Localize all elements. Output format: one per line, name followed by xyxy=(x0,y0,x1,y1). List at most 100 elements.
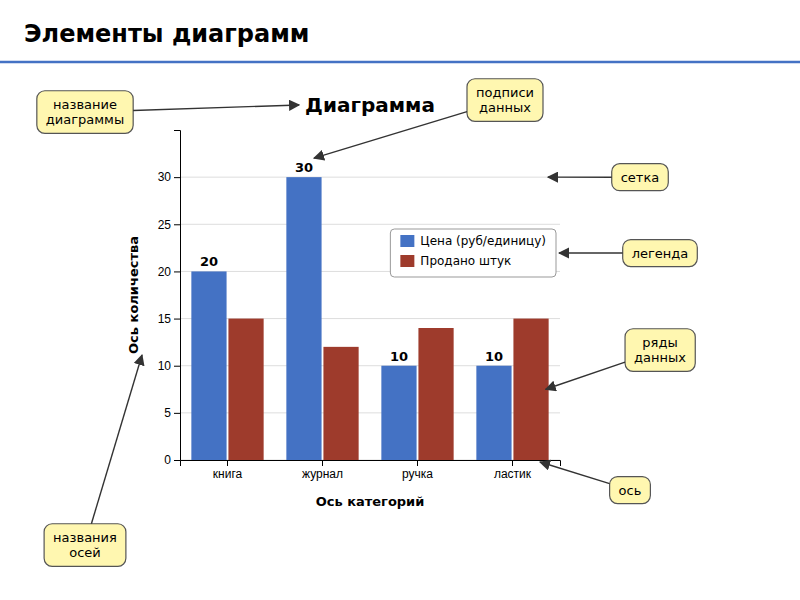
annotation: названиедиаграммы xyxy=(46,97,124,128)
page-title: Элементы диаграмм xyxy=(24,20,309,48)
tick-mark xyxy=(174,460,180,461)
tick-label: 15 xyxy=(158,312,172,326)
bar xyxy=(286,177,321,460)
tick-label: 20 xyxy=(158,265,172,279)
tick: 10 xyxy=(158,359,180,373)
axis-line xyxy=(181,461,561,467)
grid-line xyxy=(180,177,560,178)
bar xyxy=(191,271,226,460)
callout-box xyxy=(44,524,126,567)
annotation-line: ось xyxy=(619,483,642,498)
bar xyxy=(228,319,263,460)
x-axis-title: Ось категорий xyxy=(316,494,425,509)
tick: ручка xyxy=(402,460,433,481)
annotation: ось xyxy=(619,483,642,498)
y-axis: 0 5 10 15 20 25 30 xyxy=(158,131,181,468)
annotation: рядыданных xyxy=(634,335,686,366)
tick: 0 xyxy=(164,453,180,467)
legend-item: Цена (руб/единицу) xyxy=(400,234,546,248)
callout-box xyxy=(625,329,695,372)
legend-label: Продано штук xyxy=(420,254,511,268)
tick: 30 xyxy=(158,170,180,184)
annotation-line: ряды xyxy=(642,335,677,350)
title-rule xyxy=(0,61,800,64)
tick: 20 xyxy=(158,265,180,279)
callout: рядыданных xyxy=(625,329,695,372)
tick-label: 10 xyxy=(158,359,172,373)
callout: легенда xyxy=(623,240,698,267)
annotation-line: название xyxy=(53,97,117,112)
callout: названиедиаграммы xyxy=(37,91,133,134)
annotation: названияосей xyxy=(53,530,117,561)
annotations: названиедиаграммыподписиданныхсеткалеген… xyxy=(37,79,697,567)
tick-label: 30 xyxy=(158,170,172,184)
arrow xyxy=(133,105,299,110)
tick: журнал xyxy=(302,460,343,481)
tick-mark xyxy=(417,460,418,466)
tick-label: журнал xyxy=(302,467,343,481)
arrow xyxy=(559,252,623,253)
arrow xyxy=(314,112,467,159)
tick-label: ластик xyxy=(494,467,532,481)
grid-line xyxy=(180,224,560,225)
annotation: сетка xyxy=(621,170,660,185)
legend-swatch xyxy=(400,235,414,247)
tick-mark xyxy=(174,177,180,178)
callout-box xyxy=(612,164,669,191)
tick: 15 xyxy=(158,312,180,326)
tick: ластик xyxy=(494,460,532,481)
legend-label: Цена (руб/единицу) xyxy=(420,234,546,248)
tick-mark xyxy=(322,460,323,466)
tick-mark xyxy=(174,271,180,272)
legend: Цена (руб/единицу) Продано штук xyxy=(390,229,556,277)
callout: ось xyxy=(610,477,651,504)
annotation-line: данных xyxy=(634,350,686,365)
tick-label: ручка xyxy=(402,467,433,481)
tick: 5 xyxy=(164,406,180,420)
callout-box xyxy=(467,79,543,122)
annotation-line: диаграммы xyxy=(46,112,124,127)
annotation-line: сетка xyxy=(621,170,660,185)
x-axis: книга журнал ручка ластик xyxy=(181,460,561,481)
arrow xyxy=(546,362,625,389)
arrow xyxy=(540,462,610,484)
data-label: 30 xyxy=(295,160,313,175)
data-label: 20 xyxy=(200,254,218,269)
bars xyxy=(191,177,548,460)
tick-mark xyxy=(512,460,513,466)
annotation-line: данных xyxy=(479,100,531,115)
legend-swatch xyxy=(400,255,414,267)
annotation-line: осей xyxy=(69,545,101,560)
annotation: легенда xyxy=(632,246,689,261)
legend-item: Продано штук xyxy=(400,254,511,268)
annotation-line: подписи xyxy=(476,85,534,100)
tick-label: 0 xyxy=(164,453,171,467)
bar xyxy=(323,347,358,460)
tick-label: 25 xyxy=(158,218,172,232)
arrow xyxy=(91,355,142,524)
bar xyxy=(381,366,416,460)
callout: сетка xyxy=(612,164,669,191)
tick-mark xyxy=(227,460,228,466)
arrow xyxy=(548,176,612,177)
annotation-line: легенда xyxy=(632,246,689,261)
chart-title: Диаграмма xyxy=(305,93,435,117)
legend-box xyxy=(390,229,556,277)
y-axis-title: Ось количества xyxy=(126,236,141,354)
chart: Элементы диаграмм Диаграмма 0 5 10 15 20 25 30 кн… xyxy=(0,0,800,600)
tick-mark xyxy=(174,413,180,414)
tick-label: книга xyxy=(213,467,243,481)
callout-box xyxy=(623,240,698,267)
data-label: 10 xyxy=(485,349,503,364)
bar xyxy=(418,328,453,460)
callout: названияосей xyxy=(44,524,126,567)
tick-mark xyxy=(174,319,180,320)
tick: 25 xyxy=(158,218,180,232)
callout: подписиданных xyxy=(467,79,543,122)
grid xyxy=(180,177,560,460)
bar xyxy=(476,366,511,460)
tick-mark xyxy=(174,366,180,367)
data-label: 10 xyxy=(390,349,408,364)
tick-mark xyxy=(174,224,180,225)
annotation: подписиданных xyxy=(476,85,534,116)
